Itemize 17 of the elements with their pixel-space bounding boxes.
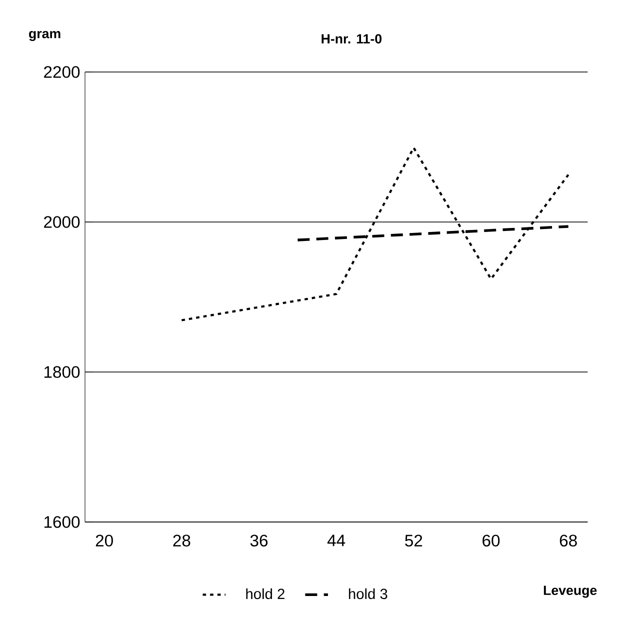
x-tick-label: 52	[405, 534, 422, 547]
x-tick-label: 36	[250, 534, 268, 547]
x-tick-label: 20	[96, 534, 113, 547]
x-axis-title: Leveuge	[544, 586, 597, 598]
line-series	[180, 146, 570, 322]
y-axis-title: gram	[29, 30, 60, 41]
x-tick-label: 68	[560, 534, 577, 547]
y-tick-label: 2200	[44, 66, 80, 78]
x-tick-label: 60	[482, 534, 500, 547]
x-tick-label: 28	[173, 534, 190, 547]
y-tick-label: 1600	[44, 516, 80, 528]
legend-label: hold 2	[246, 588, 284, 600]
x-tick-label: 44	[327, 534, 346, 546]
y-tick-label: 1800	[44, 366, 80, 378]
chart-title: H-nr. 11-0	[322, 34, 382, 44]
legend-label: hold 3	[348, 588, 388, 600]
y-tick-label: 2000	[44, 216, 80, 228]
